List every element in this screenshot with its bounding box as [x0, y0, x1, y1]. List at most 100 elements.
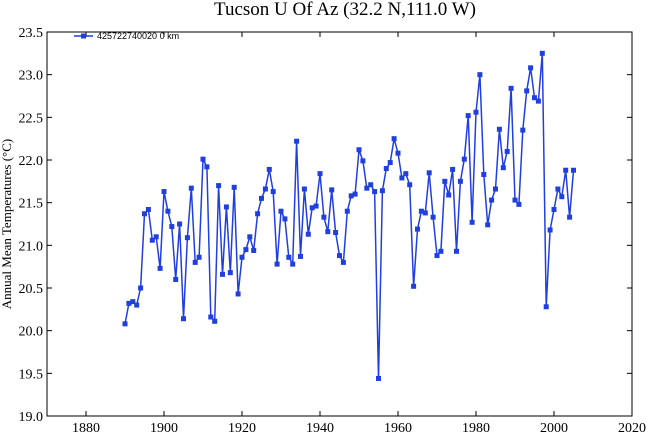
y-tick-label: 19.5	[19, 367, 44, 382]
y-tick-label: 22.5	[19, 111, 44, 126]
data-point	[539, 50, 545, 56]
data-point	[430, 214, 436, 220]
data-point	[426, 170, 432, 176]
data-point	[493, 186, 498, 192]
data-point	[212, 318, 218, 324]
data-point	[270, 189, 276, 195]
data-point	[516, 201, 522, 207]
data-point	[134, 302, 140, 308]
data-point	[461, 156, 467, 162]
data-point	[481, 172, 487, 178]
data-point	[192, 259, 198, 265]
data-point	[508, 85, 514, 91]
data-point	[571, 167, 576, 173]
data-point	[434, 253, 440, 259]
data-point	[422, 210, 428, 216]
data-point	[411, 283, 417, 289]
data-point	[337, 253, 342, 259]
y-tick-label: 19.0	[19, 410, 44, 425]
data-point	[379, 188, 385, 194]
y-tick-label: 23.0	[19, 69, 44, 84]
x-tick-label: 2000	[540, 421, 568, 434]
y-tick-label: 21.0	[19, 239, 44, 254]
data-point	[489, 197, 495, 203]
data-point	[528, 65, 534, 71]
y-axis: 19.0 19.5 20.0 20.5 21.0 21.5 22.0 22.5 23.0 23.5	[19, 26, 632, 425]
data-point	[524, 88, 530, 94]
data-point	[262, 186, 268, 192]
data-point	[274, 261, 280, 267]
data-point	[372, 189, 378, 195]
data-point	[368, 182, 374, 188]
data-point	[496, 126, 502, 132]
series-layer	[122, 50, 576, 381]
data-point	[485, 222, 491, 228]
data-point	[383, 166, 389, 172]
data-point	[442, 178, 448, 184]
data-point	[282, 216, 288, 222]
y-axis-label: Annual Mean Temperatures (°C)	[0, 139, 14, 309]
data-point	[454, 248, 459, 254]
data-point	[321, 214, 327, 220]
data-point	[559, 194, 565, 200]
x-tick-label: 1940	[306, 421, 334, 434]
legend: 425722740020 0 km	[74, 31, 179, 41]
data-point	[305, 231, 311, 237]
data-point	[157, 265, 163, 271]
data-point	[184, 235, 190, 241]
data-point	[126, 300, 132, 306]
data-point	[278, 208, 284, 214]
data-point	[294, 138, 300, 144]
data-point	[177, 221, 183, 227]
data-point	[333, 230, 339, 236]
data-point	[204, 164, 210, 170]
data-point	[535, 98, 541, 104]
data-point	[181, 316, 186, 322]
data-point	[317, 171, 323, 177]
data-point	[555, 186, 561, 192]
data-point	[255, 211, 261, 217]
data-point	[239, 254, 245, 260]
data-point	[438, 248, 444, 254]
data-point	[520, 127, 526, 133]
data-point	[356, 147, 362, 153]
data-point	[145, 206, 151, 212]
y-tick-label: 23.5	[19, 26, 44, 41]
data-point	[512, 197, 518, 203]
data-point	[153, 234, 159, 240]
data-point	[415, 226, 420, 232]
data-point	[403, 171, 409, 177]
data-point	[161, 189, 167, 195]
data-point	[286, 254, 292, 260]
series-line	[124, 52, 575, 380]
legend-marker	[81, 33, 86, 39]
data-point	[313, 203, 319, 209]
data-point	[309, 205, 315, 211]
data-point	[208, 314, 214, 320]
data-point	[259, 195, 264, 201]
data-point	[395, 150, 401, 156]
data-point	[149, 237, 155, 243]
legend-label: 425722740020 0 km	[97, 31, 179, 41]
data-point	[477, 72, 483, 78]
y-tick-label: 20.5	[19, 282, 44, 297]
data-point	[298, 253, 303, 259]
data-point	[547, 227, 553, 233]
data-point	[138, 285, 144, 291]
data-point	[457, 178, 463, 184]
data-point	[450, 166, 456, 172]
data-point	[446, 192, 452, 198]
x-tick-label: 2020	[618, 421, 646, 434]
data-point	[567, 214, 573, 220]
data-point	[325, 229, 331, 235]
data-point	[543, 304, 549, 310]
y-tick-label: 20.0	[19, 325, 44, 340]
y-tick-label: 22.0	[19, 154, 44, 169]
data-point	[344, 208, 350, 214]
data-point	[266, 166, 272, 172]
data-point	[142, 211, 147, 217]
data-point	[348, 193, 354, 199]
data-point	[247, 234, 253, 240]
data-point	[231, 184, 237, 190]
